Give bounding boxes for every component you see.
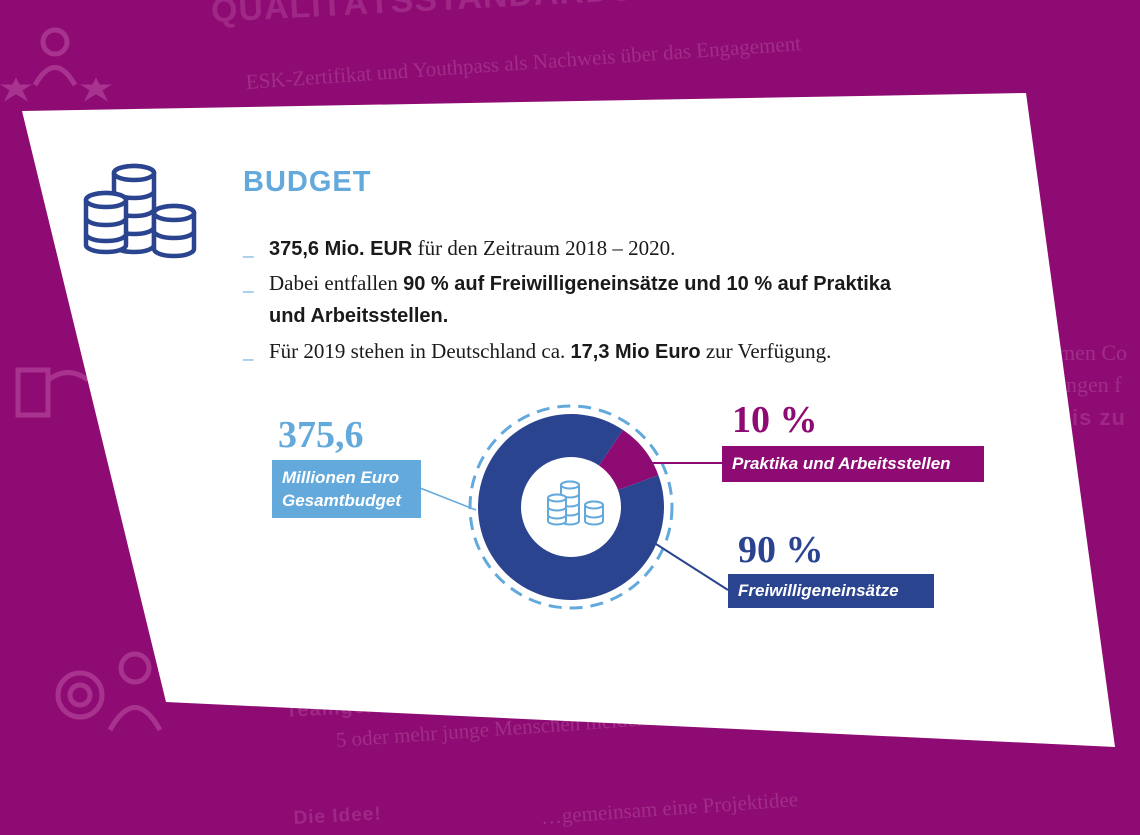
coins-center-icon <box>547 480 604 526</box>
praktika-percent: 10 % <box>732 399 818 441</box>
bullet-dash: _ <box>243 339 254 363</box>
total-value: 375,6 <box>278 414 364 456</box>
bullet-split-bold-line2: und Arbeitsstellen. <box>269 305 449 327</box>
people-stars-icon <box>0 27 112 102</box>
background-right-fragment-2: ngen f <box>1066 372 1122 397</box>
bullet-2019-pre: Für 2019 stehen in Deutschland ca. <box>269 339 571 363</box>
bullet-split: _ Dabei entfallen 90 % auf Freiwilligenei… <box>243 271 891 296</box>
bullet-2019-amount: 17,3 Mio Euro <box>570 341 701 363</box>
total-label-box: Millionen Euro Gesamtbudget <box>272 460 421 518</box>
bullet-dash: _ <box>243 236 254 260</box>
bullet-split-line2: und Arbeitsstellen. <box>243 303 448 328</box>
total-label-line1: Millionen Euro <box>282 468 400 487</box>
gear-person-icon <box>55 651 163 732</box>
total-label-line2: Gesamtbudget <box>282 491 402 510</box>
bullet-split-pre: Dabei entfallen <box>269 271 404 295</box>
leader-line-total <box>419 487 477 511</box>
bullet-total-amount: 375,6 Mio. EUR <box>269 238 413 260</box>
freiwillige-percent: 90 % <box>738 529 824 571</box>
budget-title: BUDGET <box>243 166 372 198</box>
bullet-2019-text: zur Verfügung. <box>700 339 832 363</box>
praktika-label-box: Praktika und Arbeitsstellen <box>722 446 984 482</box>
bullet-2019: _ Für 2019 stehen in Deutschland ca. 17,3… <box>243 339 831 364</box>
leader-line-freiwillige <box>655 543 729 591</box>
bullet-total-text: für den Zeitraum 2018 – 2020. <box>412 236 676 260</box>
background-right-fragment-3: is zu <box>1072 405 1126 430</box>
handshake-icon <box>15 367 90 418</box>
bullet-split-bold: 90 % auf Freiwilligeneinsätze und 10 % a… <box>403 273 892 295</box>
background-right-fragment-1: men Co <box>1058 340 1128 365</box>
freiwillige-label-box: Freiwilligeneinsätze <box>728 574 934 608</box>
bullet-total-budget: _ 375,6 Mio. EUR für den Zeitraum 2018 – … <box>243 236 675 261</box>
bullet-dash: _ <box>243 271 254 295</box>
coins-icon <box>83 163 197 259</box>
